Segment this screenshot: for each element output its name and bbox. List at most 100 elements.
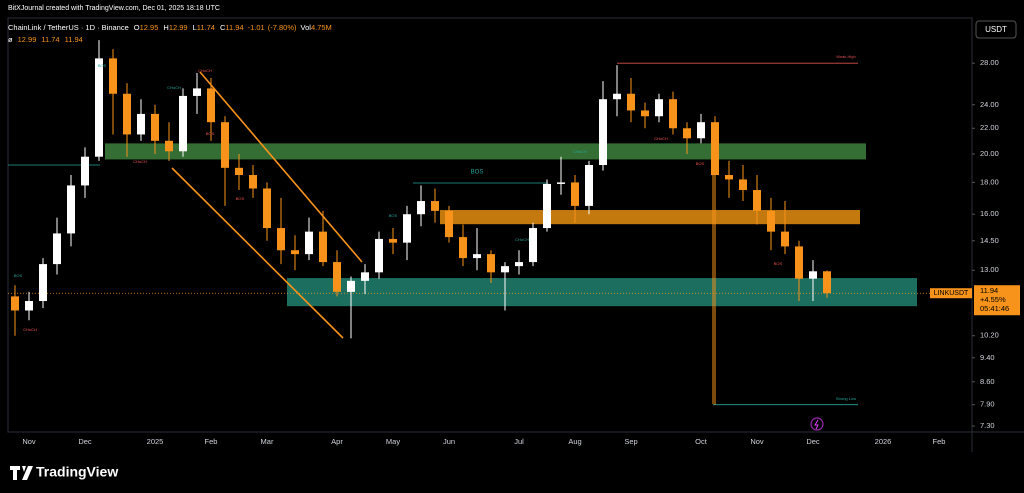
candle-body xyxy=(389,238,397,243)
candle-body xyxy=(781,231,789,247)
candle-body xyxy=(25,301,33,311)
candle-body xyxy=(109,58,117,94)
change-value: -1.01 xyxy=(248,23,265,32)
candle-body xyxy=(277,228,285,251)
y-tick-label: 10.20 xyxy=(980,331,999,340)
annotation: CHoCH xyxy=(573,149,587,154)
candle-body xyxy=(305,231,313,255)
candle-body xyxy=(95,58,103,157)
chart-layer: Weak High Strong Low BOS CHoCH CHoCH BOS CHoCH… xyxy=(11,40,856,405)
candle-body xyxy=(641,110,649,117)
candle-body xyxy=(585,165,593,206)
currency-button[interactable] xyxy=(975,20,1017,39)
candle-body xyxy=(263,188,271,229)
indicator-value: 11.74 xyxy=(41,35,59,44)
x-tick-label: May xyxy=(386,437,400,446)
annotation: BOS xyxy=(206,131,215,136)
ohlc-label: O xyxy=(134,23,140,32)
candle-body xyxy=(291,250,299,255)
x-tick-label: 2025 xyxy=(147,437,164,446)
candle-body xyxy=(487,254,495,273)
annotation: CHoCH xyxy=(654,136,668,141)
candle-body xyxy=(207,88,215,123)
y-tick-label: 13.00 xyxy=(980,265,999,274)
candle-body xyxy=(53,233,61,265)
annotation: BOS xyxy=(236,196,245,201)
candle-body xyxy=(319,231,327,263)
brand-logo xyxy=(10,466,33,480)
zone xyxy=(287,278,917,307)
ohlc-label: L xyxy=(193,23,197,32)
volume-value: 4.75M xyxy=(311,23,332,32)
candle-body xyxy=(361,272,369,281)
price-tag-value: 11.94 xyxy=(980,286,998,295)
annotation: CHoCH xyxy=(167,85,181,90)
level-label: Weak High xyxy=(836,54,856,59)
event-icon[interactable] xyxy=(810,417,824,431)
price-tag-change: +4.55% xyxy=(980,295,1006,304)
candle-body xyxy=(683,128,691,139)
candle-body xyxy=(459,237,467,259)
candle-body xyxy=(165,140,173,152)
x-tick-label: 2026 xyxy=(875,437,892,446)
y-tick-label: 28.00 xyxy=(980,58,999,67)
symbol-tag-label: LINKUSDT xyxy=(934,290,969,297)
annotation: CHoCH xyxy=(23,327,37,332)
candle-body xyxy=(235,167,243,176)
candle-body xyxy=(81,156,89,186)
channel-line xyxy=(171,167,344,339)
annotation: CHoCH xyxy=(198,68,212,73)
indicator-symbol: ø xyxy=(8,35,13,44)
zone xyxy=(440,210,860,225)
annotation: BOS xyxy=(774,261,783,266)
y-tick-label: 14.50 xyxy=(980,236,999,245)
channel-line xyxy=(199,71,363,263)
candle-body xyxy=(445,210,453,238)
change-percent: (-7.80%) xyxy=(268,23,297,32)
annotation: BOS xyxy=(389,213,398,218)
candle-body xyxy=(417,201,425,215)
candle-body xyxy=(669,99,677,129)
candle-body xyxy=(627,93,635,111)
candle-body xyxy=(767,210,775,232)
candle-body xyxy=(753,190,761,211)
brand-name: TradingView xyxy=(36,464,118,480)
candle-body xyxy=(739,179,747,191)
x-tick-label: Sep xyxy=(624,437,637,446)
annotation: BOS xyxy=(98,63,107,68)
x-tick-label: Oct xyxy=(695,437,708,446)
candle-body xyxy=(697,122,705,139)
candle-body xyxy=(193,88,201,96)
price-tag xyxy=(974,285,1020,316)
ohlc-value: 12.99 xyxy=(169,23,188,32)
candle-body xyxy=(67,185,75,234)
candle-body xyxy=(655,99,663,117)
x-tick-label: Feb xyxy=(933,437,946,446)
y-tick-label: 24.00 xyxy=(980,100,999,109)
symbol-info: ChainLink / TetherUS · 1D · Binance O12.9… xyxy=(8,23,332,32)
candle-body xyxy=(501,266,509,273)
candle-body xyxy=(613,93,621,100)
ohlc-value: 12.95 xyxy=(140,23,159,32)
indicator-value: 11.94 xyxy=(65,35,83,44)
annotation: CHoCH xyxy=(515,237,529,242)
candle-body xyxy=(557,182,565,184)
symbol-tag xyxy=(930,288,972,299)
ohlc-value: 11.74 xyxy=(197,23,215,32)
candle-body xyxy=(347,280,355,292)
currency-label[interactable]: USDT xyxy=(985,25,1007,34)
candle-body xyxy=(333,262,341,292)
candle-body xyxy=(725,175,733,180)
candle-body xyxy=(795,246,803,279)
x-tick-label: Mar xyxy=(261,437,274,446)
candle-body xyxy=(571,182,579,206)
y-tick-label: 18.00 xyxy=(980,177,999,186)
x-tick-label: Dec xyxy=(806,437,820,446)
y-tick-label: 7.90 xyxy=(980,400,995,409)
candle-body xyxy=(179,95,187,152)
y-tick-label: 9.40 xyxy=(980,353,995,362)
candle-body xyxy=(809,271,817,279)
x-tick-label: Jun xyxy=(443,437,455,446)
